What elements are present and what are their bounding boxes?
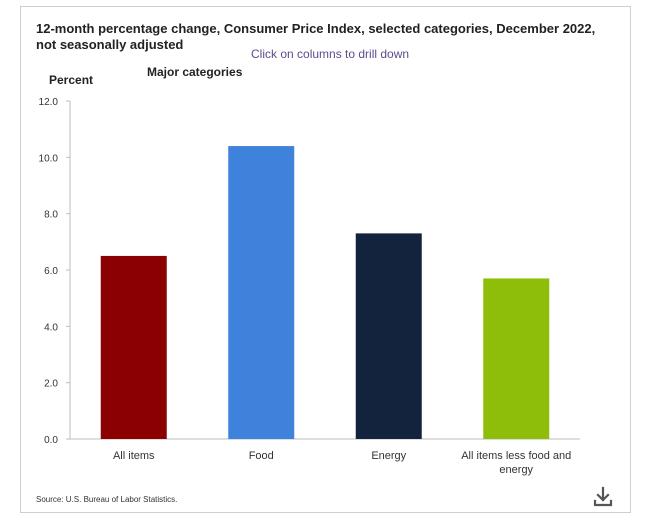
source-note: Source: U.S. Bureau of Labor Statistics. xyxy=(36,495,178,504)
x-tick-label: All items less food and energy xyxy=(461,450,571,476)
x-tick-label: Food xyxy=(249,450,274,462)
y-tick-label: 4.0 xyxy=(44,322,58,333)
x-tick-label: All items xyxy=(113,450,155,462)
y-tick-label: 0.0 xyxy=(44,435,58,446)
x-axis-label: Major categories xyxy=(147,65,243,79)
download-button[interactable] xyxy=(591,485,615,509)
bar-energy[interactable] xyxy=(355,233,422,439)
y-axis-label: Percent xyxy=(49,73,94,87)
y-tick-label: 2.0 xyxy=(44,379,58,390)
download-icon xyxy=(593,486,613,507)
y-tick-label: 12.0 xyxy=(39,97,59,108)
y-tick-label: 10.0 xyxy=(39,153,59,164)
x-tick-label: Energy xyxy=(371,450,406,462)
y-tick-label: 6.0 xyxy=(44,266,58,277)
bar-all-items-less-food-and-energy[interactable] xyxy=(483,278,550,439)
bar-all-items[interactable] xyxy=(100,255,167,439)
y-tick-label: 8.0 xyxy=(44,210,58,221)
drill-down-hint: Click on columns to drill down xyxy=(251,47,410,61)
bar-food[interactable] xyxy=(228,146,295,440)
chart-title: 12-month percentage change, Consumer Pri… xyxy=(36,21,596,52)
